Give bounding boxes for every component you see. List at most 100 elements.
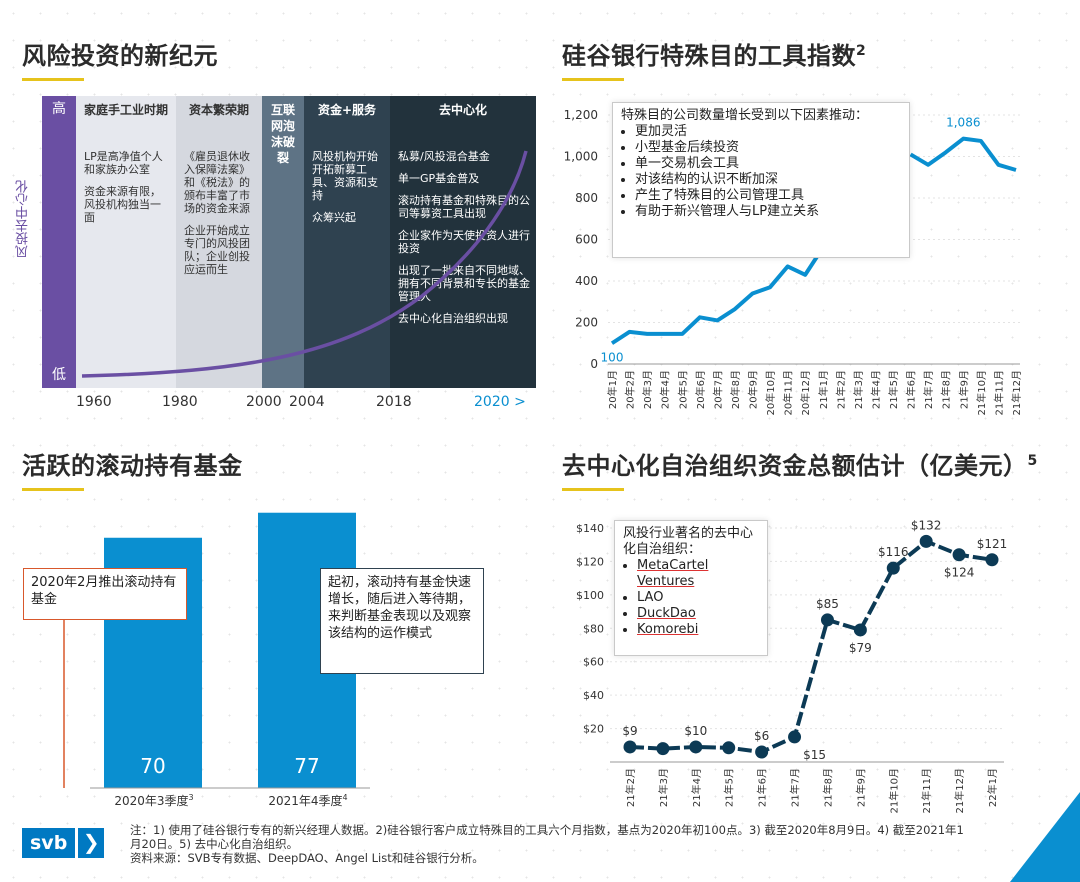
year-label: 2018 <box>376 394 412 410</box>
x-tick-label: 20年11月 <box>782 370 795 415</box>
data-label: $121 <box>977 537 1008 551</box>
y-tick-label: 200 <box>575 316 598 330</box>
bar-category-label: 2020年3季度3 <box>94 792 214 809</box>
legend-item: Komorebi <box>637 622 759 638</box>
bar-category-text: 2020年3季度 <box>114 794 189 808</box>
legend-item: 产生了特殊目的公司管理工具 <box>635 188 901 204</box>
bar-category-text: 2021年4季度 <box>268 794 343 808</box>
data-label: $79 <box>849 641 872 655</box>
year-label: 1960 <box>76 394 112 410</box>
legend-item: LAO <box>637 590 759 606</box>
x-tick-label: 21年7月 <box>789 768 802 807</box>
era-heading: 资本繁荣期 <box>188 103 249 117</box>
callout-launch: 2020年2月推出滚动持有基金 <box>23 568 187 620</box>
legend-title: 特殊目的公司数量增长受到以下因素推动： <box>621 108 869 123</box>
panel2-title-sup: 2 <box>856 43 867 59</box>
year-label: 2000 <box>246 394 282 410</box>
spv-drivers-legend: 特殊目的公司数量增长受到以下因素推动： 更加灵活 小型基金后续投资 单一交易机会… <box>612 102 910 258</box>
x-tick-label: 21年8月 <box>821 768 834 807</box>
y-tick-label: 600 <box>575 233 598 247</box>
y-tick-label: 400 <box>575 274 598 288</box>
era-column-capital-boom: 资本繁荣期 《雇员退休收入保障法案》和《税法》的颁布丰富了市场的资金来源 企业开… <box>176 96 262 388</box>
bar-value-label: 70 <box>140 754 166 778</box>
legend-item: 对该结构的认识不断加深 <box>635 172 901 188</box>
x-tick-label: 21年8月 <box>940 370 953 409</box>
panel2-title: 硅谷银行特殊目的工具指数2 <box>562 36 866 71</box>
x-tick-label: 21年6月 <box>756 768 769 807</box>
data-label: $15 <box>803 748 826 762</box>
x-tick-label: 20年5月 <box>676 370 689 409</box>
era-diagram: 家庭手工业时期 LP是高净值个人和家族办公室 资金来源有限，风投机构独当一面 资… <box>42 96 536 388</box>
x-tick-label: 20年9月 <box>747 370 760 409</box>
era-line: 众筹兴起 <box>312 211 356 224</box>
era-heading: 互联网泡沫破裂 <box>270 103 295 165</box>
y-low-label: 低 <box>52 367 66 383</box>
legend-item-text: Komorebi <box>637 622 699 637</box>
x-tick-label: 21年5月 <box>887 370 900 409</box>
legend-title: 风投行业著名的去中心化自治组织： <box>623 526 754 557</box>
era-column-cottage: 家庭手工业时期 LP是高净值个人和家族办公室 资金来源有限，风投机构独当一面 <box>76 96 176 388</box>
year-label: 2004 <box>289 394 325 410</box>
data-point <box>722 741 736 755</box>
x-tick-label: 21年4月 <box>869 370 882 409</box>
panel1-title-underline <box>22 78 84 81</box>
x-tick-label: 21年5月 <box>723 768 736 807</box>
x-tick-label: 20年4月 <box>659 370 672 409</box>
x-tick-label: 21年2月 <box>624 768 637 807</box>
era-column-dotcom: 互联网泡沫破裂 <box>262 96 304 388</box>
year-label: 1980 <box>162 394 198 410</box>
panel2-title-text: 硅谷银行特殊目的工具指数 <box>562 42 856 70</box>
data-label: 1,086 <box>946 116 980 130</box>
x-tick-label: 22年1月 <box>986 768 999 807</box>
x-tick-label: 20年10月 <box>764 370 777 415</box>
data-point <box>853 623 867 637</box>
x-tick-label: 21年7月 <box>922 370 935 409</box>
y-tick-label: $140 <box>576 522 604 535</box>
x-tick-label: 21年12月 <box>953 768 966 813</box>
y-tick-label: $80 <box>583 622 604 635</box>
data-point <box>689 740 703 754</box>
x-tick-label: 21年1月 <box>817 370 830 409</box>
x-tick-label: 21年9月 <box>854 768 867 807</box>
x-tick-label: 21年10月 <box>887 768 900 813</box>
era-heading: 去中心化 <box>438 103 487 117</box>
panel2-title-underline <box>562 78 624 81</box>
era-line: 资金来源有限，风投机构独当一面 <box>84 185 161 224</box>
data-point <box>656 742 670 756</box>
legend-item-text: DuckDao <box>637 606 696 621</box>
panel3-title-underline <box>22 488 84 491</box>
panel1-title: 风险投资的新纪元 <box>22 42 218 70</box>
panel4-title-sup: 5 <box>1027 453 1038 469</box>
era-line: 去中心化自治组织出现 <box>398 312 508 325</box>
footnotes-text: 注：1) 使用了硅谷银行专有的新兴经理人数据。2)硅谷银行客户成立特殊目的工具六… <box>130 823 964 851</box>
decentralization-curve-svg <box>81 150 528 378</box>
x-tick-label: 21年6月 <box>905 370 918 409</box>
footer-notes: 注：1) 使用了硅谷银行专有的新兴经理人数据。2)硅谷银行客户成立特殊目的工具六… <box>130 823 970 865</box>
data-label: $85 <box>816 597 839 611</box>
year-label-current: 2020 > <box>474 394 526 410</box>
data-label: $132 <box>911 518 942 532</box>
data-point <box>919 534 933 548</box>
data-label: $116 <box>878 545 909 559</box>
source-text: 资料来源：SVB专有数据、DeepDAO、Angel List和硅谷银行分析。 <box>130 851 484 865</box>
era-body: LP是高净值个人和家族办公室 资金来源有限，风投机构独当一面 <box>84 150 170 233</box>
era-column-decentralized: 去中心化 私募/风投混合基金 单一GP基金普及 滚动持有基金和特殊目的公司等募资… <box>390 96 536 388</box>
data-label: $124 <box>944 566 975 580</box>
y-tick-label: 1,200 <box>564 108 598 122</box>
legend-item: MetaCartel Ventures <box>637 558 759 590</box>
legend-item: 更加灵活 <box>635 124 901 140</box>
bar-value-label: 77 <box>294 754 320 778</box>
x-tick-label: 20年1月 <box>606 370 619 409</box>
x-tick-label: 20年3月 <box>641 370 654 409</box>
y-tick-label: $100 <box>576 589 604 602</box>
data-point <box>755 745 769 759</box>
panel3-title: 活跃的滚动持有基金 <box>22 452 243 480</box>
era-heading: 家庭手工业时期 <box>83 103 168 117</box>
x-tick-label: 20年2月 <box>624 370 637 409</box>
x-tick-label: 21年9月 <box>957 370 970 409</box>
panel4-title-text: 去中心化自治组织资金总额估计（亿美元） <box>562 452 1028 480</box>
era-line: 《雇员退休收入保障法案》和《税法》的颁布丰富了市场的资金来源 <box>184 150 250 215</box>
x-tick-label: 21年3月 <box>657 768 670 807</box>
